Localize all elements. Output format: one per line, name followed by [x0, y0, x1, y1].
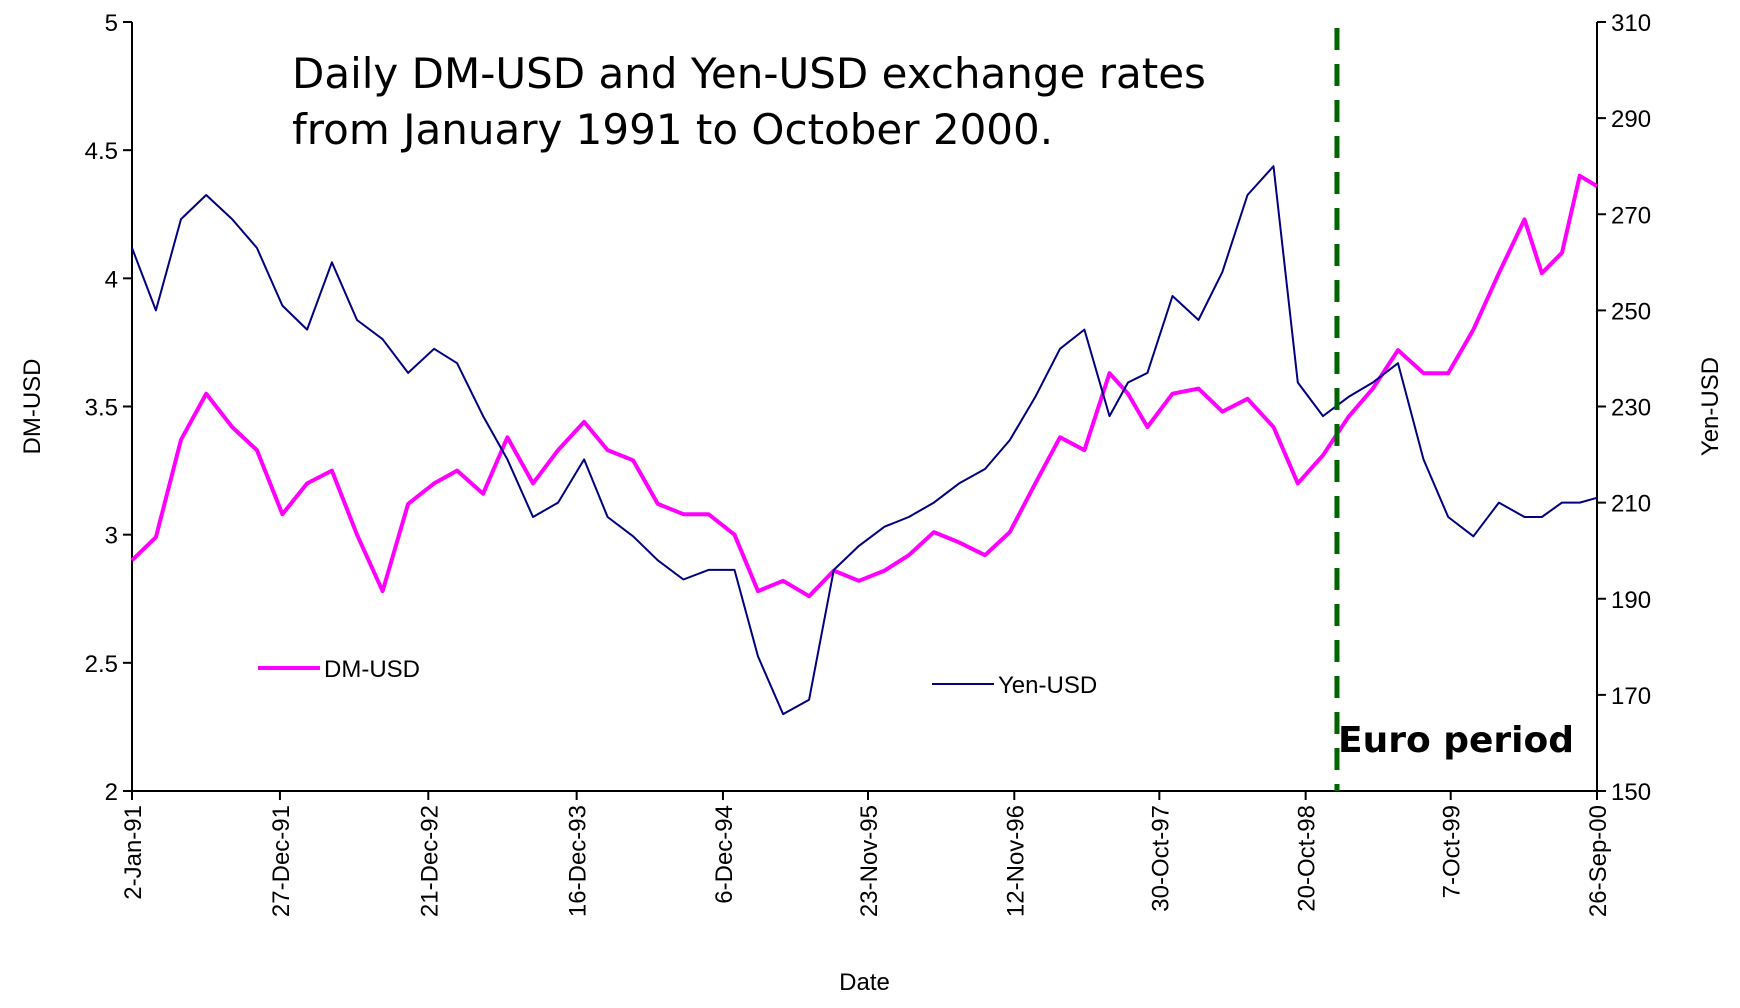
x-tick-label: 2-Jan-91 — [120, 805, 147, 900]
y2-tick-label: 250 — [1611, 298, 1651, 325]
y2-tick-label: 290 — [1611, 106, 1651, 133]
y-tick-label: 4 — [105, 266, 118, 293]
y2-tick-label: 150 — [1611, 779, 1651, 806]
y2-tick-label: 210 — [1611, 491, 1651, 518]
y-tick-label: 2.5 — [85, 651, 118, 678]
y-tick-label: 3.5 — [85, 395, 118, 422]
y-tick-label: 2 — [105, 779, 118, 806]
x-tick-label: 30-Oct-97 — [1147, 805, 1174, 912]
y2-tick-label: 170 — [1611, 683, 1651, 710]
y2-tick-label: 230 — [1611, 395, 1651, 422]
x-tick-label: 7-Oct-99 — [1439, 805, 1466, 898]
y-tick-label: 5 — [105, 10, 118, 37]
y2-tick-label: 270 — [1611, 202, 1651, 229]
series-line — [130, 173, 1599, 599]
y2-tick-label: 310 — [1611, 10, 1651, 37]
chart-title: Daily DM-USD and Yen-USD exchange rates … — [292, 49, 1206, 154]
y-axis-title: DM-USD — [19, 359, 46, 455]
x-tick-label: 27-Dec-91 — [268, 805, 295, 917]
x-tick-label: 23-Nov-95 — [856, 805, 883, 917]
y-tick-label: 3 — [105, 523, 118, 550]
x-tick-label: 16-Dec-93 — [565, 805, 592, 917]
x-tick-label: 20-Oct-98 — [1294, 805, 1321, 912]
legend-label: DM-USD — [324, 656, 420, 683]
x-tick-label: 12-Nov-96 — [1002, 805, 1029, 917]
legend-label: Yen-USD — [998, 672, 1097, 699]
series-line — [131, 165, 1598, 716]
x-axis-title: Date — [839, 969, 890, 996]
euro-label: Euro period — [1338, 720, 1574, 761]
x-tick-label: 21-Dec-92 — [416, 805, 443, 917]
y-tick-label: 4.5 — [85, 138, 118, 165]
y2-tick-label: 190 — [1611, 587, 1651, 614]
x-tick-label: 6-Dec-94 — [711, 805, 738, 904]
x-tick-label: 26-Sep-00 — [1585, 805, 1612, 917]
y2-axis-title: Yen-USD — [1697, 357, 1724, 456]
